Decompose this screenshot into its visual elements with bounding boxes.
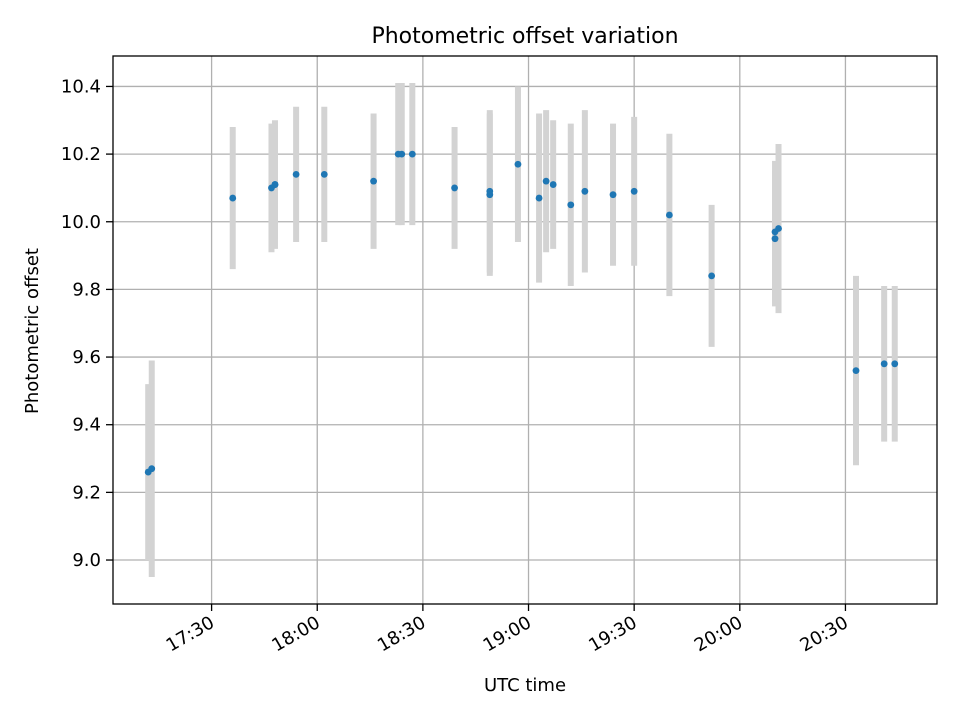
y-tick-label: 9.6 xyxy=(72,347,101,368)
data-point xyxy=(567,201,575,209)
x-tick-label: 19:00 xyxy=(480,612,535,656)
data-point xyxy=(880,360,888,368)
y-tick-label: 9.8 xyxy=(72,279,101,300)
x-tick-label: 19:30 xyxy=(585,612,640,656)
x-tick-label: 18:00 xyxy=(268,612,323,656)
data-point xyxy=(891,360,899,368)
y-tick-label: 9.4 xyxy=(72,415,101,436)
y-tick-label: 10.0 xyxy=(61,212,101,233)
data-point xyxy=(398,150,406,158)
data-point xyxy=(514,160,522,168)
data-point xyxy=(370,177,377,185)
error-bars xyxy=(145,83,898,577)
data-point xyxy=(486,187,494,195)
x-axis-label: UTC time xyxy=(484,675,566,696)
data-point xyxy=(451,184,458,192)
data-point xyxy=(581,187,589,195)
y-tick-label: 9.0 xyxy=(72,550,101,571)
y-tick-label: 10.2 xyxy=(61,144,101,165)
chart-title: Photometric offset variation xyxy=(371,24,678,49)
data-point xyxy=(708,272,716,280)
y-tick-label: 10.4 xyxy=(61,76,101,97)
x-tick-label: 17:30 xyxy=(163,612,218,656)
data-point xyxy=(271,181,279,188)
data-point xyxy=(229,194,237,202)
data-point xyxy=(609,191,617,199)
data-point xyxy=(320,170,328,178)
data-point xyxy=(775,225,782,232)
y-tick-label: 9.2 xyxy=(72,482,101,503)
grid-lines xyxy=(113,56,937,604)
data-point xyxy=(148,465,156,473)
x-tick-label: 20:30 xyxy=(797,612,852,656)
x-tick-label: 20:00 xyxy=(691,612,746,656)
data-point xyxy=(542,177,550,185)
y-axis-label: Photometric offset xyxy=(22,248,43,414)
plot-frame xyxy=(112,55,938,605)
data-point xyxy=(292,170,300,178)
data-point xyxy=(535,194,543,202)
x-tick-label: 18:30 xyxy=(374,612,429,656)
data-point xyxy=(771,235,779,243)
data-point xyxy=(630,187,638,195)
data-point xyxy=(665,211,673,219)
data-point xyxy=(852,367,860,374)
data-point xyxy=(549,181,557,188)
data-point xyxy=(408,150,416,158)
data-points xyxy=(144,150,899,476)
